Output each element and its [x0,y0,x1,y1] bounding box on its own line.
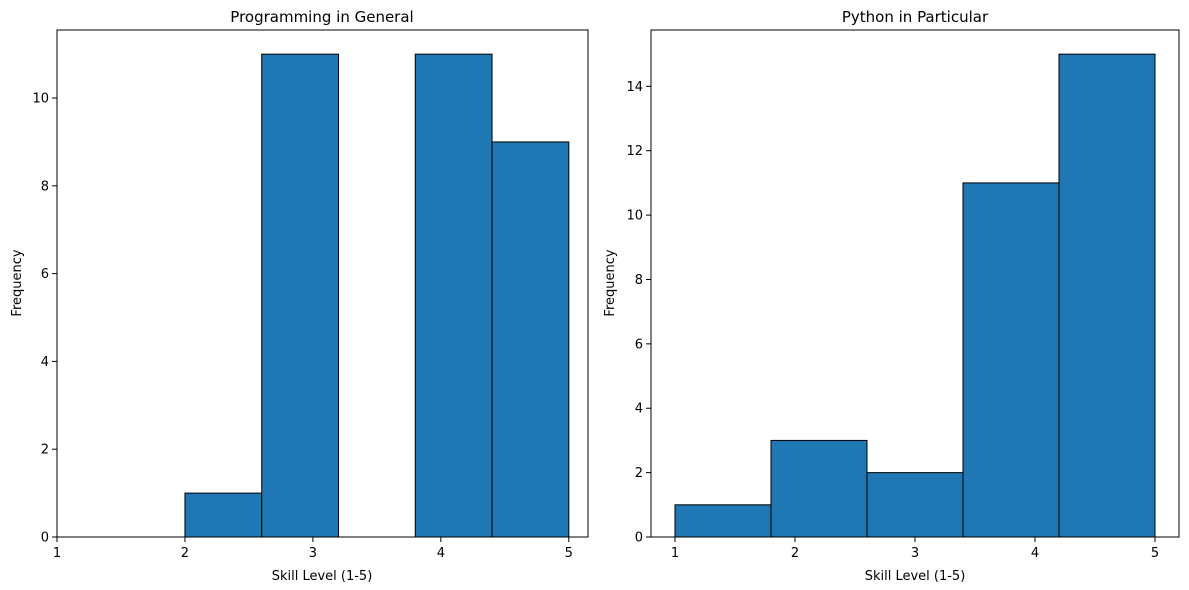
y-axis-label: Frequency [10,249,25,316]
y-tick-label: 2 [635,466,643,481]
y-tick-label: 6 [41,267,49,282]
histogram-bar [1058,53,1156,538]
y-axis-label: Frequency [603,249,618,316]
x-tick-label: 3 [309,546,317,561]
x-tick-label: 1 [671,546,679,561]
histogram-bar [962,182,1060,538]
y-tick-label: 6 [635,337,643,352]
x-ticks: 1 2 3 4 5 [53,537,573,561]
y-ticks: 0 2 4 6 8 10 [32,92,57,546]
y-tick-label: 10 [626,209,643,224]
bars [674,53,1156,538]
histogram-bar [674,504,772,538]
y-tick-label: 8 [635,273,643,288]
y-tick-label: 0 [41,531,49,546]
y-tick-label: 12 [626,144,643,159]
x-tick-label: 2 [181,546,189,561]
x-tick-label: 2 [791,546,799,561]
x-axis-label: Skill Level (1-5) [272,569,373,584]
y-tick-label: 4 [41,355,49,370]
y-ticks: 0 2 4 6 8 10 12 14 [626,80,651,546]
histogram-bar [866,472,964,538]
x-tick-label: 4 [437,546,445,561]
histogram-bar [261,53,339,538]
y-tick-label: 10 [32,92,49,107]
chart-title: Programming in General [230,8,413,26]
histogram-bar [770,439,868,538]
plot-frame [56,29,589,538]
y-tick-label: 4 [635,402,643,417]
x-tick-label: 1 [53,546,61,561]
x-tick-label: 4 [1031,546,1039,561]
chart-title: Python in Particular [842,8,989,26]
x-axis-label: Skill Level (1-5) [865,569,966,584]
x-ticks: 1 2 3 4 5 [671,537,1159,561]
y-tick-label: 8 [41,179,49,194]
bars [184,53,570,538]
histogram-bar [414,53,493,538]
y-tick-label: 14 [626,80,643,95]
histogram-bar [491,141,570,538]
x-tick-label: 3 [911,546,919,561]
x-tick-label: 5 [565,546,573,561]
y-tick-label: 2 [41,443,49,458]
y-tick-label: 0 [635,531,643,546]
histogram-bar [184,492,263,538]
x-tick-label: 5 [1151,546,1159,561]
chart-programming-in-general: Programming in General 1 2 3 4 5 0 2 4 6 8 10 Ski… [10,8,589,584]
